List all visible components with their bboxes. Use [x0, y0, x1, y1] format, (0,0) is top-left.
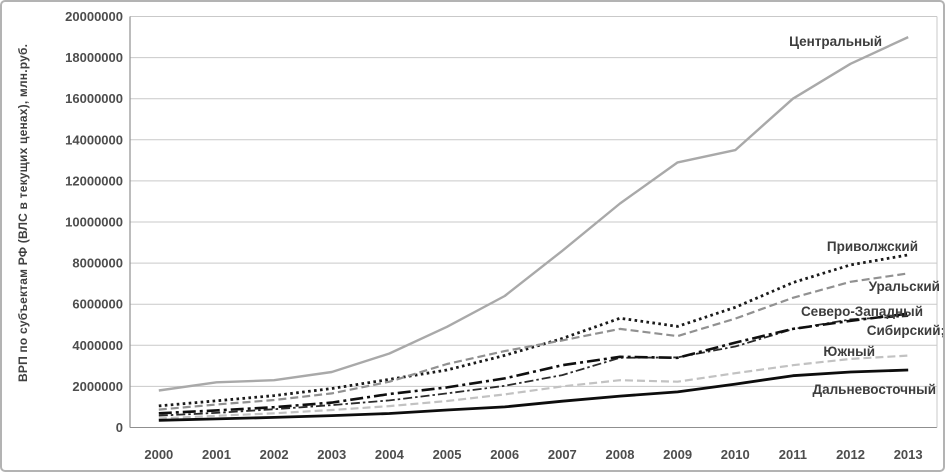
y-tick-label: 8000000: [72, 256, 123, 271]
x-tick-label: 2012: [836, 447, 865, 462]
y-tick-label: 18000000: [65, 50, 123, 65]
x-tick-label: 2011: [779, 447, 807, 462]
x-tick-label: 2006: [490, 447, 519, 462]
x-tick-label: 2002: [260, 447, 289, 462]
series-label-sibirsky: Сибирский;: [867, 323, 945, 338]
series-label-yuzhny: Южный: [823, 344, 875, 359]
series-line-sibirsky: [158, 312, 909, 415]
series-line-uralsky: [158, 272, 909, 411]
series-line-yuzhny: [158, 354, 909, 420]
x-tick-label: 2007: [548, 447, 577, 462]
x-tick-label: 2010: [721, 447, 750, 462]
y-tick-label: 6000000: [72, 297, 123, 312]
x-tick-label: 2009: [663, 447, 692, 462]
x-tick-label: 2003: [317, 447, 346, 462]
series-label-central: Центральный: [789, 34, 882, 49]
x-tick-label: 2013: [894, 447, 923, 462]
y-tick-label: 10000000: [65, 215, 123, 230]
series-label-uralsky: Уральский: [869, 279, 940, 294]
series-line-privolzhsky: [158, 253, 909, 408]
series-label-privolzhsky: Приволжский: [827, 239, 918, 254]
x-tick-label: 2005: [433, 447, 462, 462]
y-tick-label: 14000000: [65, 132, 123, 147]
x-tick-label: 2004: [375, 447, 405, 462]
x-tick-label: 2000: [144, 447, 173, 462]
y-tick-label: 12000000: [65, 173, 123, 188]
series-line-dalnevostochny: [158, 368, 909, 422]
series-label-severo-zapadny: Северо-Западный: [801, 304, 923, 319]
x-tick-label: 2008: [606, 447, 635, 462]
x-tick-label: 2001: [202, 447, 231, 462]
y-tick-label: 0: [116, 420, 123, 435]
y-tick-label: 4000000: [72, 338, 123, 353]
y-tick-label: 16000000: [65, 91, 123, 106]
y-tick-label: 2000000: [72, 379, 123, 394]
y-tick-label: 20000000: [65, 9, 123, 24]
series-line-central: [158, 36, 909, 392]
series-label-dalnevostochny: Дальневосточный: [812, 382, 936, 397]
